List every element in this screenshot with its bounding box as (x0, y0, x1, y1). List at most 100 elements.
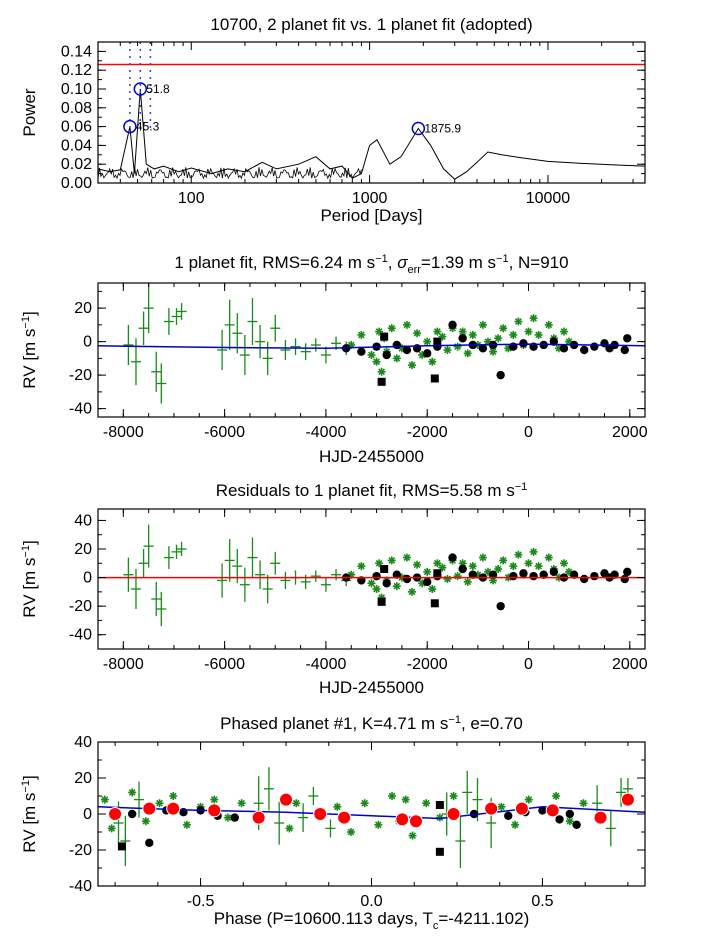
data-point (443, 346, 452, 354)
y-tick-label: 0 (83, 570, 92, 587)
data-point (488, 570, 498, 579)
data-point (392, 570, 402, 579)
star-stroke (183, 821, 191, 829)
x-tick-label: -4000 (305, 656, 346, 673)
plot-frame (97, 508, 646, 650)
data-point (402, 553, 411, 562)
star-stroke (494, 334, 502, 342)
star-stroke (498, 803, 505, 811)
star-stroke (459, 328, 467, 335)
data-point (333, 802, 342, 811)
star-stroke (444, 346, 451, 354)
x-tick-label: -6000 (204, 424, 245, 441)
y-tick-label: -20 (69, 598, 92, 615)
star-stroke (509, 331, 517, 339)
peak-label: 1875.9 (424, 121, 461, 135)
data-point (572, 820, 581, 829)
star-stroke (535, 562, 543, 570)
data-point (494, 334, 503, 343)
star-stroke (388, 324, 396, 332)
data-point (511, 820, 520, 829)
x-tick-label: 0 (524, 656, 533, 673)
star-stroke (545, 554, 553, 561)
star-stroke (514, 551, 522, 559)
data-point (468, 570, 477, 579)
star-stroke (464, 349, 472, 357)
star-stroke (374, 821, 382, 829)
y-tick-label: 40 (74, 734, 92, 751)
x-tick-label: -2000 (407, 424, 448, 441)
star-stroke (525, 796, 533, 803)
data-point (499, 324, 508, 333)
chart-title: 1 planet fit, RMS=6.24 m s−1, σerr=1.39 … (174, 253, 568, 276)
data-point (367, 351, 376, 360)
data-point (453, 572, 462, 581)
data-point (623, 334, 632, 343)
data-point (524, 327, 533, 336)
binned-point (395, 812, 410, 827)
x-tick-label: -6000 (204, 656, 245, 673)
data-point (413, 560, 422, 569)
y-tick-label: 0.02 (61, 156, 92, 173)
data-point (357, 562, 366, 571)
data-point (478, 553, 487, 562)
data-point (443, 575, 452, 583)
x-tick-label: 100 (178, 190, 205, 207)
star-stroke (433, 328, 441, 335)
star-stroke (552, 792, 560, 800)
data-point (430, 374, 439, 383)
star-stroke (428, 585, 436, 593)
binned-point (446, 807, 461, 821)
data-point (169, 792, 178, 800)
star-stroke (459, 559, 467, 567)
power-line (97, 88, 646, 180)
star-stroke (423, 568, 431, 576)
star-stroke (494, 565, 502, 573)
data-point (127, 809, 137, 819)
peak-label: 51.8 (146, 82, 170, 96)
star-stroke (499, 324, 507, 332)
x-tick-label: 0.0 (360, 893, 382, 910)
star-stroke (373, 358, 380, 366)
data-point (430, 599, 439, 608)
data-point (423, 567, 432, 576)
y-tick-label: 0.12 (61, 62, 92, 79)
data-point (100, 795, 109, 804)
x-tick-label: 2000 (612, 656, 648, 673)
peak-marker (133, 82, 148, 96)
data-point (141, 817, 150, 826)
star-stroke (373, 585, 380, 593)
star-stroke (292, 799, 300, 807)
data-point (422, 799, 431, 808)
data-point (392, 582, 401, 591)
data-point (408, 831, 417, 840)
data-point (402, 320, 411, 329)
binned-point (166, 801, 181, 816)
binned-point (514, 801, 529, 816)
star-stroke (530, 548, 537, 556)
data-point (623, 567, 632, 577)
data-point (489, 347, 498, 356)
periodogram-panel: 10700, 2 planet fit vs. 1 planet fit (ad… (20, 15, 646, 225)
model-line (97, 343, 646, 350)
data-point (382, 350, 391, 360)
data-point (489, 576, 498, 585)
data-point (107, 824, 116, 833)
data-point (529, 547, 538, 556)
data-point (496, 370, 505, 380)
binned-point (108, 807, 123, 821)
data-point (468, 562, 477, 571)
data-point (360, 799, 369, 808)
data-point (620, 345, 629, 355)
data-point (377, 377, 386, 386)
data-point (544, 553, 553, 562)
y-tick-label: 0 (83, 334, 92, 351)
star-stroke (378, 368, 386, 376)
data-point (408, 361, 417, 370)
star-stroke (580, 799, 587, 807)
data-point (453, 342, 462, 351)
data-point (380, 565, 389, 573)
residuals-panel: Residuals to 1 planet fit, RMS=5.58 m s−… (20, 481, 648, 697)
x-tick-label: -8000 (103, 656, 144, 673)
